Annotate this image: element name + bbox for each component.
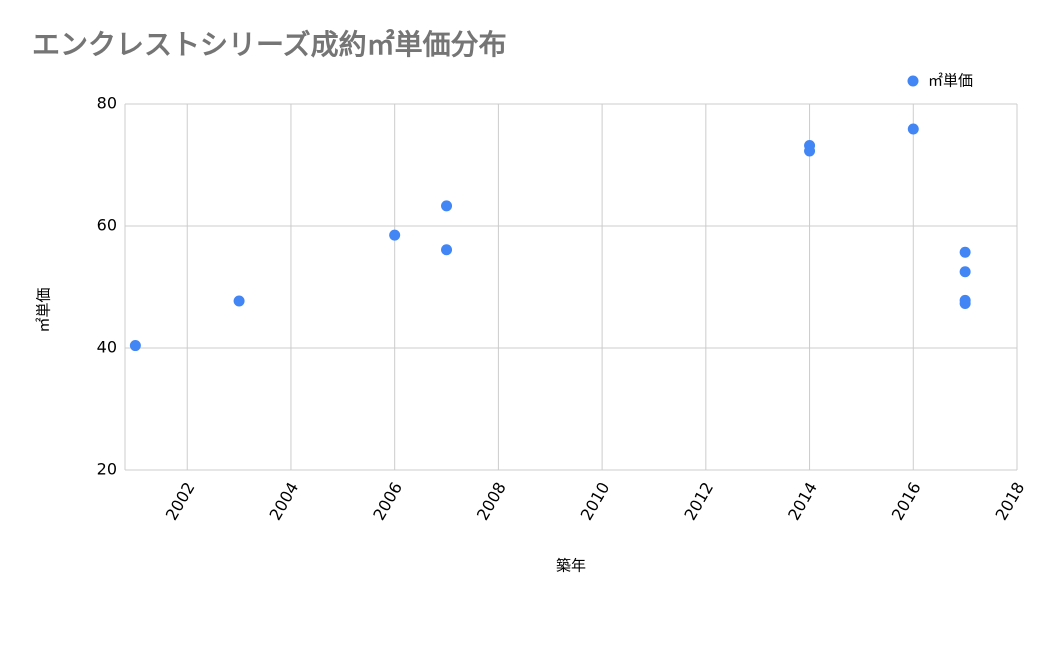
x-tick-label: 2006 <box>369 479 406 524</box>
y-tick-label: 60 <box>97 216 117 235</box>
x-tick-label: 2014 <box>784 479 821 524</box>
legend-marker <box>907 75 919 87</box>
point <box>441 244 453 256</box>
point <box>389 229 401 241</box>
legend-label: ㎡単価 <box>928 72 973 90</box>
x-tick-label: 2008 <box>473 479 510 524</box>
y-axis-label: ㎡単価 <box>35 287 53 332</box>
point <box>907 123 919 135</box>
x-tick-label: 2002 <box>162 479 199 524</box>
x-tick-label: 2010 <box>577 479 614 524</box>
point <box>804 145 816 157</box>
y-tick-label: 40 <box>97 338 117 357</box>
point <box>129 340 141 352</box>
point <box>959 297 971 309</box>
x-tick-label: 2016 <box>888 479 925 524</box>
y-tick-label: 20 <box>97 460 117 479</box>
point <box>441 200 453 212</box>
point <box>233 295 245 307</box>
point <box>959 246 971 258</box>
x-tick-label: 2004 <box>266 479 303 524</box>
x-axis-label: 築年 <box>556 557 586 575</box>
chart-title: エンクレストシリーズ成約㎡単価分布 <box>32 28 507 61</box>
y-tick-label: 80 <box>97 94 117 113</box>
x-tick-label: 2018 <box>992 479 1029 524</box>
x-tick-label: 2012 <box>680 479 717 524</box>
point <box>959 266 971 278</box>
